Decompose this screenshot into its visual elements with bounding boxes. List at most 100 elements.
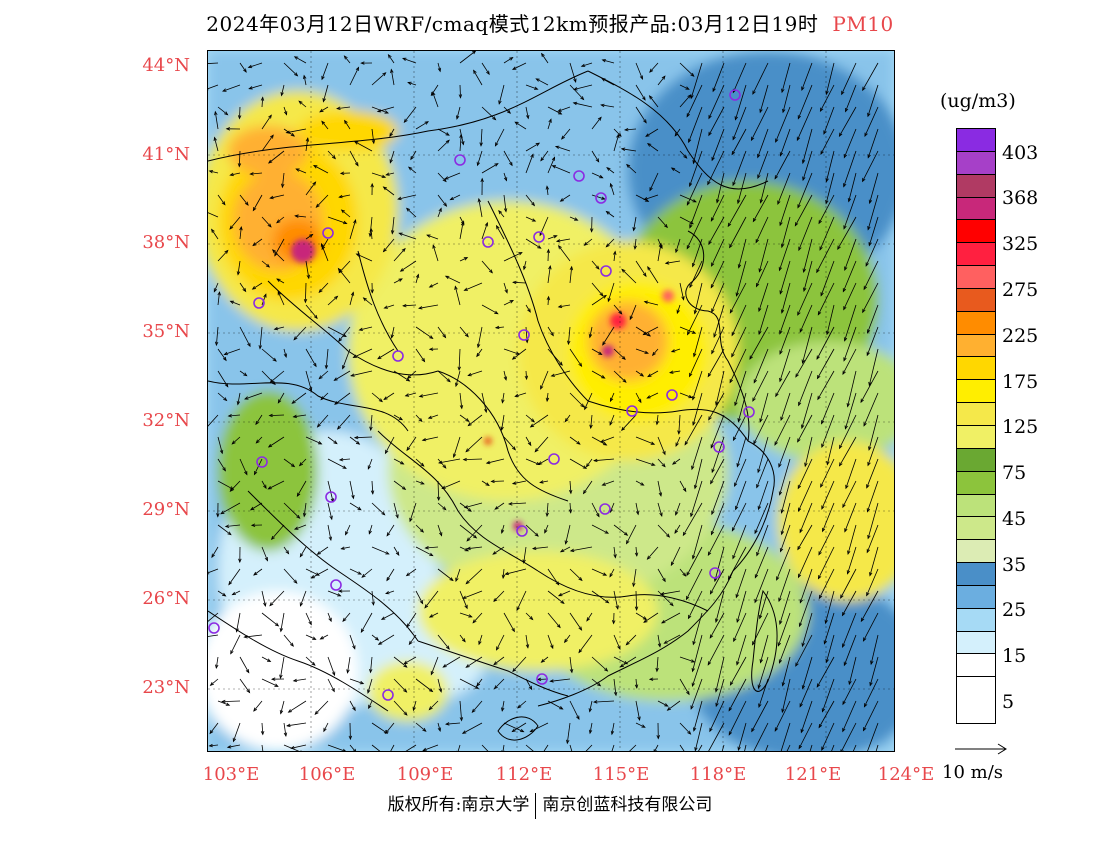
wind-vector-head [211, 228, 215, 233]
wind-vector [729, 348, 747, 383]
wind-vector-head [432, 91, 436, 96]
wind-vector-head [340, 546, 345, 550]
wind-vector [573, 102, 593, 108]
wind-vector [371, 172, 386, 178]
wind-vector [547, 700, 563, 710]
wind-vector-head [224, 383, 229, 388]
wind-vector-head [734, 482, 738, 488]
wind-vector [799, 590, 813, 627]
wind-vector-head [209, 729, 214, 735]
wind-vector-head [312, 636, 317, 640]
wind-vector [758, 678, 769, 708]
footer-divider [535, 792, 537, 819]
wind-vector [523, 546, 527, 563]
wind-vector [817, 282, 835, 315]
wind-vector-head [797, 311, 801, 316]
wind-vector-head [842, 700, 846, 706]
wind-vector-head [629, 315, 633, 321]
wind-vector-head [308, 621, 312, 626]
wind-vector-head [558, 361, 563, 366]
wind-vector-head [641, 724, 646, 728]
wind-vector-head [253, 571, 258, 576]
city-station-marker [256, 456, 268, 468]
wind-vector [354, 436, 373, 439]
wind-vector-head [514, 393, 519, 398]
wind-vector-head [609, 573, 613, 578]
wind-vector [237, 260, 241, 275]
wind-vector [541, 53, 549, 64]
wind-vector [393, 248, 406, 262]
wind-vector [459, 134, 462, 152]
wind-vector-head [866, 351, 870, 357]
wind-vector-head [737, 199, 741, 205]
wind-vector [538, 458, 549, 465]
wind-vector [711, 502, 725, 535]
wind-vector [408, 634, 417, 645]
wind-vector-head [646, 555, 651, 560]
wind-vector-head [467, 508, 472, 512]
wind-vector [305, 181, 316, 196]
wind-vector [560, 194, 571, 202]
wind-vector-head [866, 548, 870, 554]
wind-vector-head [303, 74, 307, 80]
wind-vector-head [231, 591, 236, 596]
color-bar-swatch [957, 471, 995, 495]
wind-vector [217, 370, 229, 387]
wind-vector-head [545, 397, 550, 403]
wind-vector [496, 225, 505, 240]
wind-vector [621, 414, 637, 431]
wind-vector [514, 121, 527, 130]
wind-vector-head [643, 197, 648, 201]
wind-vector-head [220, 510, 225, 515]
wind-vector [863, 392, 879, 426]
wind-vector [710, 414, 725, 448]
wind-vector-head [334, 401, 339, 405]
wind-vector-head [862, 86, 866, 92]
wind-vector [672, 458, 681, 465]
wind-vector-head [239, 225, 243, 231]
city-station-marker [595, 192, 607, 204]
legend-label: 45 [1002, 508, 1027, 530]
wind-vector-head [692, 396, 696, 401]
city-station-marker [599, 503, 611, 515]
wind-vector-head [596, 513, 600, 518]
wind-vector [635, 612, 647, 620]
wind-vector [503, 172, 507, 181]
wind-vector [209, 744, 219, 747]
wind-vector-head [840, 749, 844, 751]
wind-vector-head [321, 120, 326, 125]
wind-vector-head [334, 295, 339, 300]
wind-vector-head [315, 203, 320, 208]
wind-vector-head [686, 245, 691, 250]
wind-vector-head [605, 243, 610, 248]
wind-vector [305, 304, 318, 319]
wind-vector [647, 143, 659, 152]
wind-vector [393, 656, 408, 668]
wind-vector-head [557, 304, 563, 309]
wind-vector [391, 216, 395, 234]
wind-vector [714, 546, 725, 582]
wind-vector-head [418, 394, 424, 398]
chart-title: 2024年03月12日WRF/cmaq模式12km预报产品:03月12日19时 P… [0, 8, 1100, 37]
wind-vector-head [342, 365, 346, 370]
wind-vector-head [229, 487, 234, 492]
wind-vector [797, 458, 813, 489]
wind-vector-head [324, 364, 329, 370]
wind-vector-head [438, 688, 443, 693]
wind-vector-head [222, 592, 227, 597]
wind-vector-head [848, 680, 852, 686]
wind-vector [459, 590, 468, 609]
wind-vector [546, 186, 549, 196]
wind-vector [817, 348, 835, 379]
wind-vector-head [228, 581, 233, 586]
wind-vector-head [445, 132, 450, 136]
wind-vector-head [291, 400, 296, 404]
wind-vector [211, 546, 219, 558]
wind-vector [800, 700, 813, 733]
wind-vector [657, 458, 666, 467]
wind-vector-head [527, 308, 531, 313]
wind-vector-head [389, 159, 393, 164]
wind-vector [569, 62, 577, 83]
wind-vector-head [869, 681, 873, 687]
wind-vector [781, 282, 791, 314]
